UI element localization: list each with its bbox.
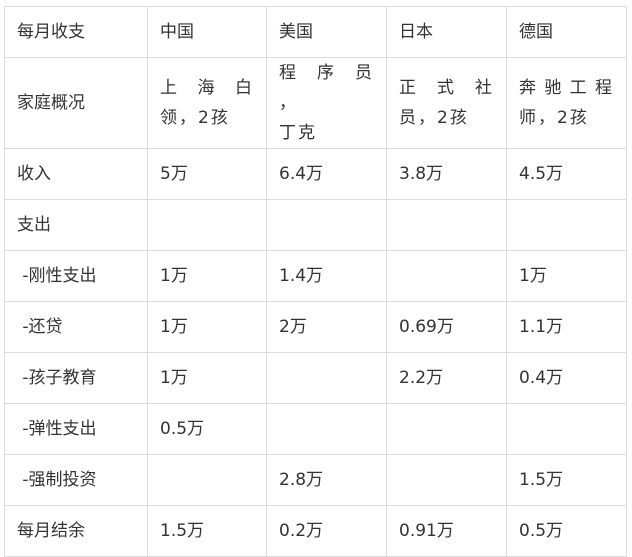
value-cell (266, 199, 387, 251)
value-cell: 0.69万 (386, 301, 507, 353)
table-row: -弹性支出 0.5万 (4, 403, 627, 455)
row-label: -还贷 (4, 301, 148, 353)
value-cell (386, 403, 507, 455)
table-row: 支出 (4, 199, 627, 251)
value-cell: 1万 (147, 352, 267, 404)
value-cell: 0.5万 (506, 505, 627, 557)
header-row: 每月收支 中国 美国 日本 德国 (4, 6, 627, 58)
row-label: 收入 (4, 148, 148, 200)
value-cell (506, 199, 627, 251)
table-row: 每月结余 1.5万 0.2万 0.91万 0.5万 (4, 505, 627, 557)
value-cell: 1万 (147, 301, 267, 353)
profile-cell: 奔驰工程 师，2孩 (506, 57, 627, 149)
table-row: -刚性支出 1万 1.4万 1万 (4, 250, 627, 302)
row-label: 支出 (4, 199, 148, 251)
table-row: -孩子教育 1万 2.2万 0.4万 (4, 352, 627, 404)
value-cell (386, 199, 507, 251)
value-cell: 4.5万 (506, 148, 627, 200)
row-label: -弹性支出 (4, 403, 148, 455)
value-cell (147, 454, 267, 506)
header-cell: 日本 (386, 6, 507, 58)
row-label: 家庭概况 (4, 57, 148, 149)
profile-cell: 正 式 社员，2孩 (386, 57, 507, 149)
value-cell: 1万 (147, 250, 267, 302)
profile-cell: 上 海 白领，2孩 (147, 57, 267, 149)
row-label: 每月结余 (4, 505, 148, 557)
value-cell: 5万 (147, 148, 267, 200)
table-row: 收入 5万 6.4万 3.8万 4.5万 (4, 148, 627, 200)
value-cell (266, 352, 387, 404)
value-cell: 1.5万 (506, 454, 627, 506)
header-cell: 美国 (266, 6, 387, 58)
table-row: -强制投资 2.8万 1.5万 (4, 454, 627, 506)
value-cell: 1.4万 (266, 250, 387, 302)
value-cell: 1万 (506, 250, 627, 302)
value-cell: 2.8万 (266, 454, 387, 506)
value-cell (386, 250, 507, 302)
value-cell: 0.5万 (147, 403, 267, 455)
value-cell (506, 403, 627, 455)
value-cell: 0.2万 (266, 505, 387, 557)
table-row: -还贷 1万 2万 0.69万 1.1万 (4, 301, 627, 353)
header-cell: 每月收支 (4, 6, 148, 58)
value-cell: 1.5万 (147, 505, 267, 557)
value-cell (266, 403, 387, 455)
value-cell: 2万 (266, 301, 387, 353)
value-cell: 1.1万 (506, 301, 627, 353)
value-cell: 0.91万 (386, 505, 507, 557)
value-cell (386, 454, 507, 506)
row-label: -强制投资 (4, 454, 148, 506)
row-label: -孩子教育 (4, 352, 148, 404)
value-cell (147, 199, 267, 251)
profile-row: 家庭概况 上 海 白领，2孩 程 序 员 ，丁克 正 式 社员，2孩 奔驰工程师… (4, 57, 627, 149)
value-cell: 2.2万 (386, 352, 507, 404)
profile-cell: 程 序 员 ，丁克 (266, 57, 387, 149)
monthly-budget-table: 每月收支 中国 美国 日本 德国 家庭概况 上 海 白领，2孩 程 序 员 ，丁… (4, 6, 627, 557)
header-cell: 德国 (506, 6, 627, 58)
header-cell: 中国 (147, 6, 267, 58)
value-cell: 3.8万 (386, 148, 507, 200)
row-label: -刚性支出 (4, 250, 148, 302)
value-cell: 6.4万 (266, 148, 387, 200)
value-cell: 0.4万 (506, 352, 627, 404)
